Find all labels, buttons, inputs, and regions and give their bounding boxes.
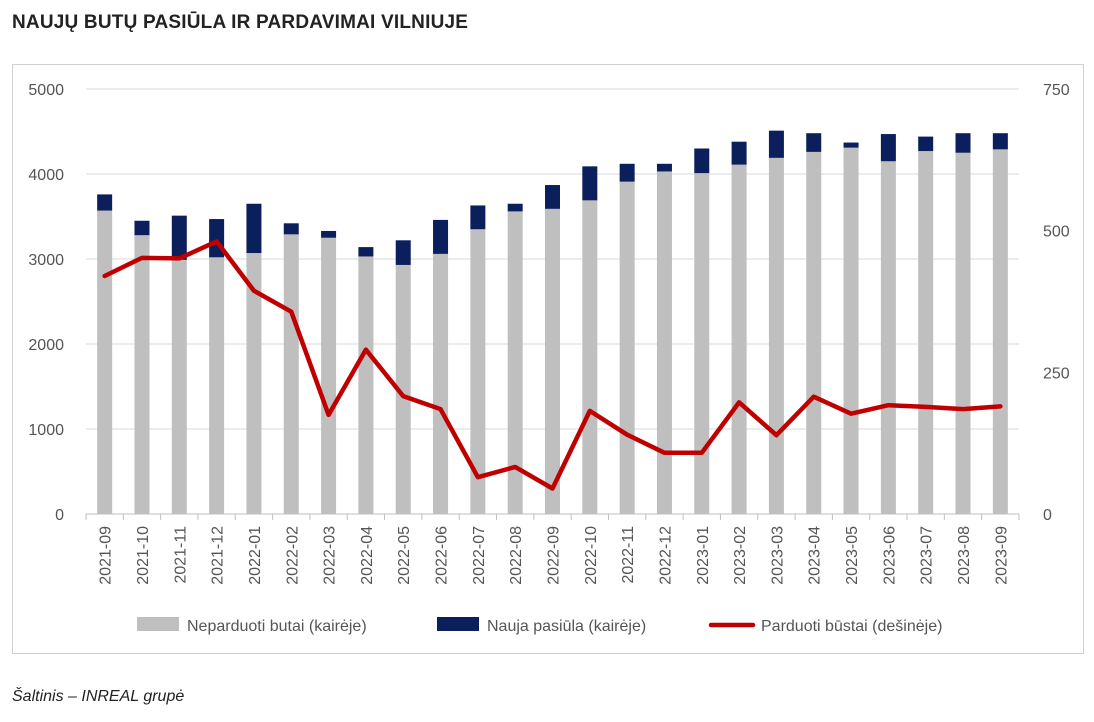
x-tick-label: 2022-11 bbox=[620, 526, 637, 584]
left-tick-label: 0 bbox=[55, 507, 64, 524]
bar-unsold bbox=[656, 171, 672, 514]
x-tick-label: 2023-05 bbox=[844, 526, 861, 585]
bar-new-supply bbox=[656, 163, 672, 172]
bar-unsold bbox=[171, 259, 187, 514]
bar-new-supply bbox=[246, 203, 262, 254]
x-tick-label: 2023-06 bbox=[881, 526, 898, 585]
bar-new-supply bbox=[395, 240, 411, 265]
bar-new-supply bbox=[768, 130, 784, 158]
bar-new-supply bbox=[582, 166, 598, 201]
legend-swatch bbox=[437, 617, 479, 631]
bars bbox=[97, 130, 1008, 515]
x-tick-label: 2023-07 bbox=[919, 526, 936, 585]
bar-new-supply bbox=[358, 247, 374, 257]
bar-new-supply bbox=[171, 215, 187, 260]
x-tick-label: 2022-09 bbox=[546, 526, 563, 585]
left-tick-label: 3000 bbox=[28, 252, 64, 269]
right-tick-label: 750 bbox=[1043, 82, 1070, 99]
x-tick-label: 2021-09 bbox=[98, 526, 115, 585]
bar-new-supply bbox=[134, 220, 150, 236]
bar-unsold bbox=[97, 210, 113, 515]
bar-new-supply bbox=[955, 133, 971, 153]
bar-unsold bbox=[209, 257, 225, 514]
left-tick-label: 2000 bbox=[28, 337, 64, 354]
bar-new-supply bbox=[470, 205, 486, 230]
bar-new-supply bbox=[507, 203, 523, 212]
bar-unsold bbox=[843, 147, 859, 514]
bar-unsold bbox=[768, 157, 784, 514]
left-tick-label: 1000 bbox=[28, 422, 64, 439]
x-tick-label: 2021-11 bbox=[172, 526, 189, 584]
x-tick-label: 2023-01 bbox=[695, 526, 712, 585]
x-tick-label: 2021-10 bbox=[135, 526, 152, 585]
legend-label: Neparduoti butai (kairėje) bbox=[187, 618, 367, 635]
bar-unsold bbox=[694, 173, 710, 514]
bar-new-supply bbox=[880, 134, 896, 162]
bar-unsold bbox=[880, 161, 896, 514]
bar-unsold bbox=[619, 181, 635, 514]
chart-title: NAUJŲ BUTŲ PASIŪLA IR PARDAVIMAI VILNIUJ… bbox=[12, 12, 469, 33]
right-tick-label: 500 bbox=[1043, 224, 1070, 241]
bar-unsold bbox=[395, 264, 411, 514]
bar-unsold bbox=[992, 149, 1008, 514]
x-tick-label: 2022-08 bbox=[508, 526, 525, 585]
bar-new-supply bbox=[806, 133, 822, 152]
legend: Neparduoti butai (kairėje) Nauja pasiūla … bbox=[137, 617, 942, 635]
bar-new-supply bbox=[321, 230, 337, 238]
left-tick-label: 5000 bbox=[28, 82, 64, 99]
left-tick-label: 4000 bbox=[28, 167, 64, 184]
x-tick-label: 2022-06 bbox=[434, 526, 451, 585]
bar-new-supply bbox=[992, 133, 1008, 150]
bar-unsold bbox=[955, 152, 971, 514]
right-tick-label: 250 bbox=[1043, 365, 1070, 382]
legend-label: Parduoti būstai (dešinėje) bbox=[761, 618, 942, 635]
bar-unsold bbox=[433, 253, 449, 514]
bar-unsold bbox=[806, 151, 822, 514]
x-tick-label: 2023-03 bbox=[769, 526, 786, 585]
chart-frame: 0 1000 2000 3000 4000 5000 0 250 500 750 2021-09 20… bbox=[12, 64, 1084, 654]
bar-unsold bbox=[246, 253, 262, 515]
bar-new-supply bbox=[545, 185, 560, 209]
bar-new-supply bbox=[97, 194, 113, 211]
x-tick-label: 2022-04 bbox=[359, 526, 376, 585]
x-tick-label: 2022-10 bbox=[583, 526, 600, 585]
x-tick-label: 2022-02 bbox=[284, 526, 301, 585]
right-tick-label: 0 bbox=[1043, 507, 1052, 524]
bar-unsold bbox=[545, 208, 560, 514]
bar-unsold bbox=[470, 229, 486, 514]
x-tick-label: 2023-09 bbox=[993, 526, 1010, 585]
bar-unsold bbox=[134, 235, 150, 514]
legend-label: Nauja pasiūla (kairėje) bbox=[487, 618, 646, 635]
x-tick-label: 2022-01 bbox=[247, 526, 264, 585]
bar-new-supply bbox=[283, 223, 299, 235]
bar-new-supply bbox=[731, 141, 747, 165]
x-tick-label: 2023-02 bbox=[732, 526, 749, 585]
bar-unsold bbox=[507, 211, 523, 514]
bar-unsold bbox=[918, 151, 934, 515]
bar-new-supply bbox=[843, 142, 859, 148]
source-note: Šaltinis – INREAL grupė bbox=[12, 688, 185, 705]
bar-unsold bbox=[582, 200, 598, 514]
axes: 0 1000 2000 3000 4000 5000 0 250 500 750 2021-09 20… bbox=[28, 82, 1069, 585]
x-tick-label: 2022-03 bbox=[322, 526, 339, 585]
x-tick-label: 2023-08 bbox=[956, 526, 973, 585]
bar-new-supply bbox=[619, 163, 635, 182]
bar-unsold bbox=[283, 234, 299, 514]
line-series bbox=[102, 239, 1003, 491]
x-tick-label: 2022-07 bbox=[471, 526, 488, 585]
bar-unsold bbox=[358, 256, 374, 514]
bar-new-supply bbox=[433, 219, 449, 254]
chart-svg: 0 1000 2000 3000 4000 5000 0 250 500 750 2021-09 20… bbox=[28, 82, 1069, 635]
bar-new-supply bbox=[694, 148, 710, 174]
bar-new-supply bbox=[918, 136, 934, 152]
bar-unsold bbox=[731, 164, 747, 514]
legend-swatch bbox=[137, 617, 179, 631]
x-tick-label: 2022-05 bbox=[396, 526, 413, 585]
bar-unsold bbox=[321, 237, 337, 514]
x-tick-label: 2023-04 bbox=[807, 526, 824, 585]
x-tick-label: 2021-12 bbox=[210, 526, 227, 585]
x-tick-label: 2022-12 bbox=[657, 526, 674, 585]
